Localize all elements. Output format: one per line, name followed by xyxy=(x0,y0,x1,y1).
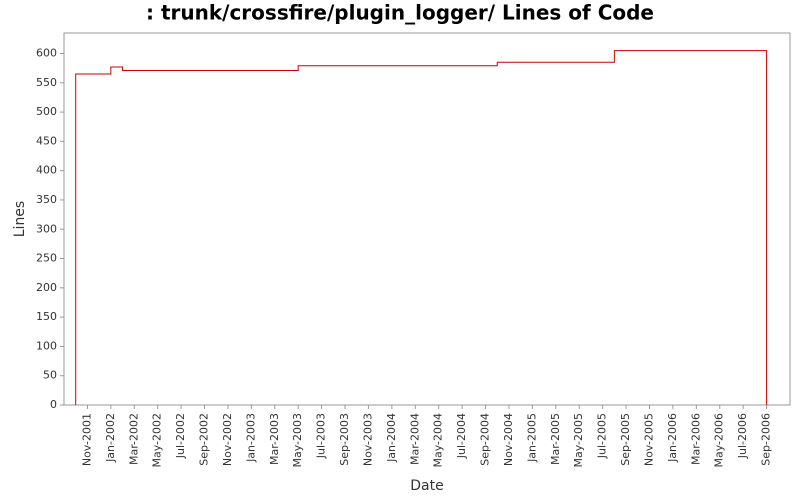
x-tick-label: Nov-2005 xyxy=(642,413,655,466)
x-tick-label: Jan-2006 xyxy=(666,413,679,463)
x-tick-label: Nov-2004 xyxy=(502,413,515,466)
x-tick-label: Mar-2002 xyxy=(127,413,140,465)
x-tick-label: Mar-2004 xyxy=(408,413,421,465)
x-tick-label: Mar-2005 xyxy=(549,413,562,465)
x-tick-label: Jan-2005 xyxy=(525,413,538,463)
x-tick-label: Jul-2004 xyxy=(455,413,468,459)
x-tick-label: Jan-2004 xyxy=(385,413,398,463)
x-tick-label: Sep-2002 xyxy=(198,413,211,466)
x-tick-label: Sep-2006 xyxy=(760,413,773,466)
y-tick-label: 250 xyxy=(36,252,57,265)
x-tick-label: Mar-2006 xyxy=(689,413,702,465)
x-tick-label: Sep-2003 xyxy=(338,413,351,466)
x-tick-label: Mar-2003 xyxy=(268,413,281,465)
y-tick-label: 150 xyxy=(36,310,57,323)
x-tick-label: Jul-2003 xyxy=(315,413,328,459)
y-tick-label: 450 xyxy=(36,134,57,147)
x-tick-label: Nov-2001 xyxy=(80,413,93,466)
line xyxy=(75,50,768,405)
y-tick-label: 600 xyxy=(36,47,57,60)
x-tick-label: Nov-2002 xyxy=(221,413,234,466)
y-tick-label: 50 xyxy=(43,369,57,382)
x-tick-label: Jan-2002 xyxy=(104,413,117,463)
y-tick-label: 100 xyxy=(36,339,57,352)
x-tick-label: May-2003 xyxy=(291,413,304,468)
y-tick-label: 500 xyxy=(36,105,57,118)
x-tick-label: May-2004 xyxy=(432,413,445,468)
x-tick-label: Jul-2002 xyxy=(174,413,187,459)
x-tick-label: Jul-2006 xyxy=(736,413,749,459)
y-tick-label: 200 xyxy=(36,281,57,294)
y-tick-label: 0 xyxy=(50,398,57,411)
y-tick-label: 400 xyxy=(36,164,57,177)
x-tick-label: Nov-2003 xyxy=(361,413,374,466)
x-tick-label: May-2005 xyxy=(572,413,585,468)
x-tick-label: May-2006 xyxy=(713,413,726,468)
plot-area xyxy=(63,32,791,406)
x-tick-label: Jul-2005 xyxy=(596,413,609,459)
x-tick-label: Sep-2005 xyxy=(619,413,632,466)
x-tick-label: May-2002 xyxy=(151,413,164,468)
y-tick-label: 550 xyxy=(36,76,57,89)
x-tick-label: Sep-2004 xyxy=(479,413,492,466)
chart-title: : trunk/crossfire/plugin_logger/ Lines o… xyxy=(146,1,654,25)
y-axis-title: Lines xyxy=(12,201,28,237)
x-tick-label: Jan-2003 xyxy=(244,413,257,463)
x-axis-title: Date xyxy=(410,478,443,494)
y-tick-label: 350 xyxy=(36,193,57,206)
y-tick-label: 300 xyxy=(36,222,57,235)
